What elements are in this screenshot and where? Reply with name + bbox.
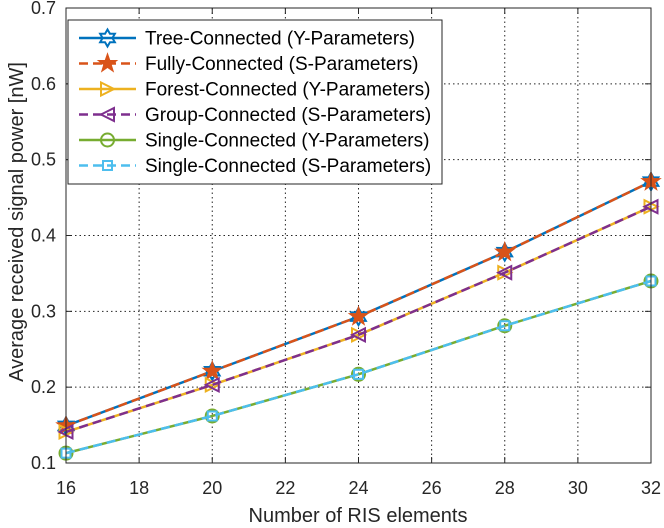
legend-entry-tree-connected-y-parameters: Tree-Connected (Y-Parameters): [79, 27, 415, 50]
legend-label-tree-connected-y-parameters: Tree-Connected (Y-Parameters): [145, 29, 415, 50]
y-tick-label: 0.7: [31, 0, 56, 18]
series-marker-fully-connected-s-parameters-24: [347, 305, 370, 326]
legend-marker-forest-connected-y-parameters: [100, 80, 117, 98]
legend-entry-single-connected-y-parameters: Single-Connected (Y-Parameters): [79, 131, 429, 152]
y-tick-label: 0.4: [31, 226, 56, 246]
legend-label-fully-connected-s-parameters: Fully-Connected (S-Parameters): [145, 54, 418, 75]
series-marker-group-connected-s-parameters-20: [203, 376, 220, 394]
series-marker-fully-connected-s-parameters-28: [493, 240, 516, 262]
series-marker-single-connected-s-parameters-24: [353, 368, 364, 380]
x-tick-label: 22: [275, 478, 295, 498]
series-marker-group-connected-s-parameters-28: [496, 264, 513, 281]
y-tick-label: 0.6: [31, 74, 56, 94]
y-tick-label: 0.3: [31, 301, 56, 321]
series-marker-group-connected-s-parameters-24: [349, 326, 366, 343]
x-tick-label: 32: [641, 478, 661, 498]
y-tick-label: 0.2: [31, 377, 56, 397]
x-tick-label: 30: [568, 478, 588, 498]
legend-marker-single-connected-s-parameters: [102, 160, 113, 171]
x-tick-label: 20: [202, 478, 222, 498]
series-marker-tree-connected-y-parameters-20: [203, 360, 222, 382]
legend-label-single-connected-s-parameters: Single-Connected (S-Parameters): [145, 156, 431, 177]
data-series: [55, 170, 662, 461]
x-tick-label: 28: [495, 478, 515, 498]
legend-marker-tree-connected-y-parameters: [98, 27, 117, 49]
series-line-single-connected-s-parameters: [65, 279, 652, 455]
legend-label-forest-connected-y-parameters: Forest-Connected (Y-Parameters): [145, 80, 430, 101]
x-tick-label: 18: [129, 478, 149, 498]
series-marker-single-connected-y-parameters-24: [351, 366, 366, 382]
x-tick-label: 26: [422, 478, 442, 498]
series-marker-fully-connected-s-parameters-20: [201, 359, 224, 381]
legend-marker-fully-connected-s-parameters: [96, 52, 119, 73]
legend-label-group-connected-s-parameters: Group-Connected (S-Parameters): [145, 105, 431, 126]
y-tick-label: 0.1: [31, 453, 56, 473]
legend: Tree-Connected (Y-Parameters) Fully-Conne…: [67, 19, 443, 185]
legend-entry-single-connected-s-parameters: Single-Connected (S-Parameters): [79, 156, 431, 177]
x-tick-label: 16: [56, 478, 76, 498]
y-axis-label: Average received signal power [nW]: [6, 62, 28, 382]
y-tick-label: 0.5: [31, 150, 56, 170]
legend-marker-group-connected-s-parameters: [98, 106, 115, 123]
x-axis-label: Number of RIS elements: [249, 505, 468, 527]
x-tick-label: 24: [348, 478, 368, 498]
series-marker-single-connected-y-parameters-28: [497, 318, 513, 334]
series-marker-single-connected-s-parameters-20: [206, 410, 218, 422]
legend-entry-group-connected-s-parameters: Group-Connected (S-Parameters): [79, 105, 431, 126]
legend-entry-forest-connected-y-parameters: Forest-Connected (Y-Parameters): [79, 80, 430, 101]
legend-label-single-connected-y-parameters: Single-Connected (Y-Parameters): [145, 131, 429, 152]
series-marker-tree-connected-y-parameters-24: [349, 306, 368, 328]
legend-marker-single-connected-y-parameters: [100, 132, 115, 148]
legend-box: [67, 19, 443, 185]
series-marker-single-connected-s-parameters-28: [499, 320, 511, 332]
series-line-group-connected-s-parameters: [65, 205, 652, 434]
series-marker-single-connected-y-parameters-20: [204, 408, 220, 424]
axis-ticks: 16 18 20 22 24 26 28 30 32 0.1 0.2 0.3 0.4 0.5 0.6 0.7: [31, 0, 661, 498]
legend-entry-fully-connected-s-parameters: Fully-Connected (S-Parameters): [79, 52, 418, 75]
